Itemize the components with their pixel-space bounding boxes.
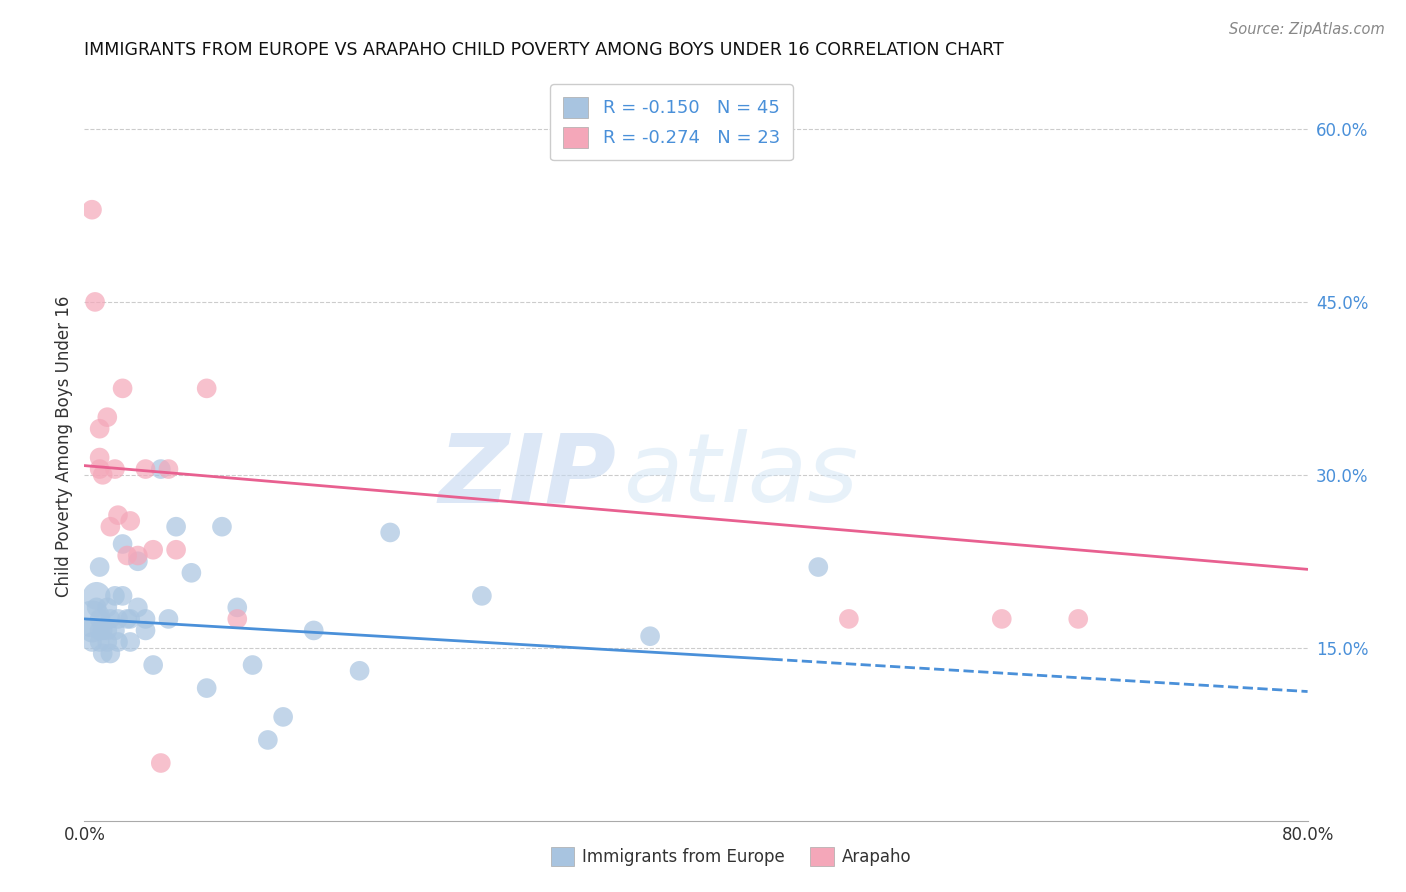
- Point: [80, 635, 103, 649]
- Text: IMMIGRANTS FROM EUROPE VS ARAPAHO CHILD POVERTY AMONG BOYS UNDER 16 CORRELATION : IMMIGRANTS FROM EUROPE VS ARAPAHO CHILD …: [84, 41, 1004, 59]
- Point: [107, 508, 129, 523]
- Point: [89, 422, 111, 436]
- Point: [271, 710, 294, 724]
- Point: [89, 624, 111, 638]
- Point: [991, 612, 1014, 626]
- Point: [211, 519, 233, 533]
- Point: [104, 462, 127, 476]
- Point: [380, 525, 402, 540]
- Point: [127, 600, 149, 615]
- Point: [226, 600, 249, 615]
- Point: [120, 514, 142, 528]
- Point: [471, 589, 494, 603]
- Point: [165, 542, 187, 557]
- Point: [91, 467, 114, 482]
- Point: [98, 612, 121, 626]
- Point: [96, 410, 118, 425]
- Point: [149, 462, 172, 476]
- Point: [638, 629, 661, 643]
- Point: [98, 519, 121, 533]
- Point: [120, 635, 142, 649]
- Point: [104, 624, 127, 638]
- Point: [135, 612, 157, 626]
- Text: Source: ZipAtlas.com: Source: ZipAtlas.com: [1229, 22, 1385, 37]
- Point: [1067, 612, 1090, 626]
- Point: [80, 612, 103, 626]
- Text: atlas: atlas: [623, 429, 858, 523]
- Point: [195, 681, 218, 695]
- Point: [98, 647, 121, 661]
- Legend: R = -0.150   N = 45, R = -0.274   N = 23: R = -0.150 N = 45, R = -0.274 N = 23: [550, 84, 793, 161]
- Y-axis label: Child Poverty Among Boys Under 16: Child Poverty Among Boys Under 16: [55, 295, 73, 597]
- Point: [89, 612, 111, 626]
- Point: [165, 519, 187, 533]
- Point: [149, 756, 172, 770]
- Point: [96, 624, 118, 638]
- Point: [242, 658, 264, 673]
- Point: [115, 612, 138, 626]
- Point: [135, 624, 157, 638]
- Point: [80, 624, 103, 638]
- Point: [84, 294, 107, 309]
- Point: [180, 566, 202, 580]
- Point: [111, 381, 134, 395]
- Point: [86, 589, 108, 603]
- Point: [195, 381, 218, 395]
- Point: [349, 664, 371, 678]
- Point: [142, 542, 165, 557]
- Point: [127, 554, 149, 568]
- Legend: Immigrants from Europe, Arapaho: Immigrants from Europe, Arapaho: [543, 838, 920, 875]
- Point: [111, 589, 134, 603]
- Point: [838, 612, 860, 626]
- Point: [91, 624, 114, 638]
- Point: [115, 549, 138, 563]
- Point: [91, 647, 114, 661]
- Point: [104, 589, 127, 603]
- Point: [107, 635, 129, 649]
- Point: [89, 635, 111, 649]
- Point: [96, 600, 118, 615]
- Point: [807, 560, 830, 574]
- Point: [89, 560, 111, 574]
- Point: [127, 549, 149, 563]
- Point: [257, 733, 280, 747]
- Point: [86, 600, 108, 615]
- Point: [96, 635, 118, 649]
- Point: [89, 450, 111, 465]
- Point: [157, 612, 180, 626]
- Point: [120, 612, 142, 626]
- Point: [157, 462, 180, 476]
- Point: [80, 202, 103, 217]
- Point: [142, 658, 165, 673]
- Point: [302, 624, 325, 638]
- Text: ZIP: ZIP: [439, 429, 616, 523]
- Point: [111, 537, 134, 551]
- Point: [107, 612, 129, 626]
- Point: [226, 612, 249, 626]
- Point: [135, 462, 157, 476]
- Point: [89, 462, 111, 476]
